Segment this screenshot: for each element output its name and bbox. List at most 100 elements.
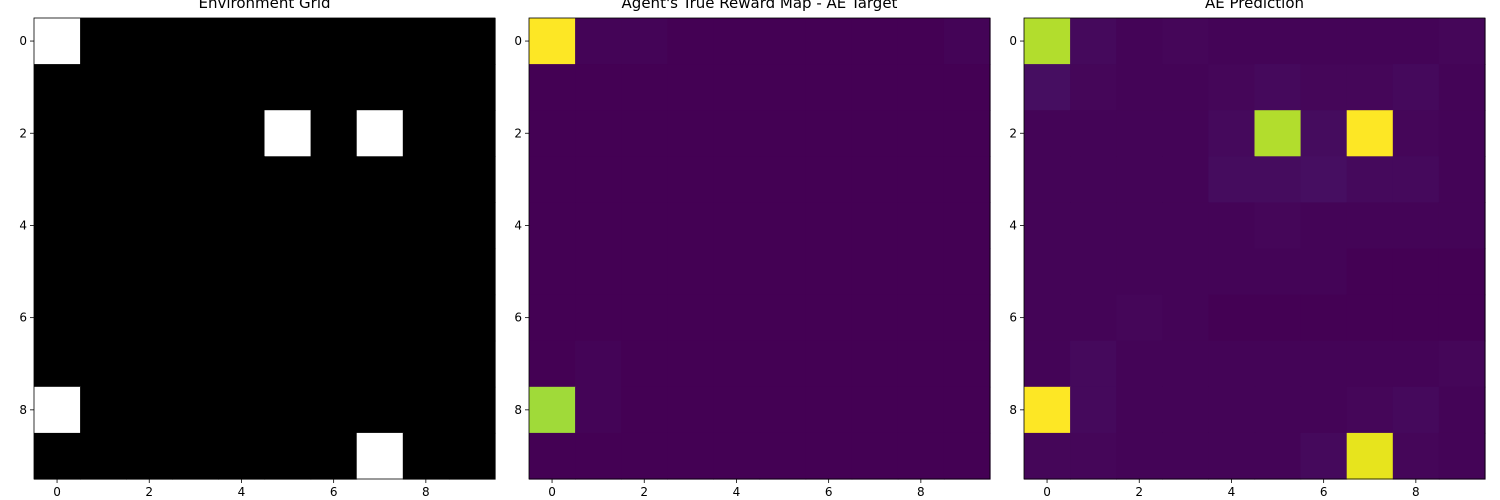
- heatmap-cell: [218, 64, 266, 111]
- heatmap-cell: [356, 386, 404, 434]
- heatmap-cell: [1162, 156, 1209, 203]
- heatmap-cell: [1070, 432, 1117, 480]
- x-tick-label: 6: [1320, 485, 1328, 499]
- heatmap-cell: [402, 202, 450, 250]
- heatmap-cell: [851, 340, 899, 388]
- heatmap-cell: [80, 202, 127, 250]
- heatmap-cell: [621, 248, 668, 296]
- heatmap-cell: [805, 64, 853, 111]
- heatmap-cell: [529, 386, 576, 434]
- heatmap-cell: [1254, 202, 1302, 250]
- heatmap-cell: [1070, 202, 1117, 250]
- panel-title: AE Prediction: [1205, 0, 1304, 12]
- heatmap-cell: [264, 340, 312, 388]
- heatmap-cell: [356, 432, 404, 480]
- heatmap-cell: [759, 156, 807, 203]
- heatmap-cell: [943, 248, 991, 296]
- y-tick-label: 4: [19, 218, 27, 232]
- heatmap-cell: [1024, 110, 1071, 157]
- y-tick-label: 0: [1009, 34, 1017, 48]
- heatmap-cell: [805, 294, 853, 342]
- heatmap-cell: [264, 18, 312, 65]
- x-tick-label: 8: [422, 485, 430, 499]
- heatmap-cell: [897, 18, 945, 65]
- heatmap-cell: [621, 340, 668, 388]
- heatmap-cell: [126, 340, 173, 388]
- heatmap-cell: [310, 156, 358, 203]
- heatmap-cell: [1346, 340, 1394, 388]
- heatmap-cell: [1070, 18, 1117, 65]
- heatmap-cell: [1162, 64, 1209, 111]
- heatmap-cell: [667, 432, 714, 480]
- heatmap-cell: [1162, 386, 1209, 434]
- heatmap-cell: [713, 110, 761, 157]
- heatmap-cell: [448, 340, 496, 388]
- heatmap-cell: [529, 340, 576, 388]
- heatmap-cell: [621, 432, 668, 480]
- heatmap-cell: [621, 294, 668, 342]
- heatmap-cell: [897, 294, 945, 342]
- heatmap-cell: [1438, 64, 1486, 111]
- heatmap-cell: [1254, 294, 1302, 342]
- heatmap-cell: [1162, 294, 1209, 342]
- heatmap-cell: [1438, 110, 1486, 157]
- heatmap-cell: [529, 432, 576, 480]
- heatmap-cell: [759, 64, 807, 111]
- heatmap-cell: [218, 340, 266, 388]
- heatmap-cell: [126, 202, 173, 250]
- heatmap-cell: [713, 432, 761, 480]
- x-tick-label: 0: [548, 485, 556, 499]
- y-tick-label: 0: [514, 34, 522, 48]
- heatmap-cell: [1024, 432, 1071, 480]
- heatmap-cell: [713, 18, 761, 65]
- heatmap-cell: [80, 248, 127, 296]
- y-tick-label: 8: [1009, 403, 1017, 417]
- heatmap-cell: [356, 294, 404, 342]
- heatmap-cell: [218, 386, 266, 434]
- heatmap-cell: [1300, 340, 1348, 388]
- heatmap-cell: [356, 64, 404, 111]
- heatmap-cell: [1116, 110, 1163, 157]
- heatmap-cell: [310, 110, 358, 157]
- heatmap-cell: [172, 110, 219, 157]
- heatmap-cell: [1116, 340, 1163, 388]
- y-tick-label: 6: [514, 311, 522, 325]
- heatmap-cell: [529, 18, 576, 65]
- heatmap-cell: [1208, 248, 1256, 296]
- panel-2: Agent's True Reward Map - AE Target 0 2 4 6 8…: [514, 0, 991, 499]
- heatmap-cell: [356, 340, 404, 388]
- heatmap-cell: [575, 386, 622, 434]
- heatmap-cell: [943, 156, 991, 203]
- axes-frame: [1023, 17, 1486, 480]
- heatmap-cell: [1300, 294, 1348, 342]
- heatmap-cell: [34, 248, 81, 296]
- heatmap-cell: [851, 386, 899, 434]
- heatmap-cell: [1346, 64, 1394, 111]
- heatmap-cell: [310, 64, 358, 111]
- heatmap-cell: [805, 340, 853, 388]
- panel-1: Environment Grid 0 2 4 6 8 0 2 4 6 8: [19, 0, 496, 499]
- heatmap-cell: [34, 340, 81, 388]
- heatmap-cell: [621, 202, 668, 250]
- heatmap-cell: [575, 110, 622, 157]
- heatmap-cell: [402, 294, 450, 342]
- heatmap-cell: [1392, 64, 1440, 111]
- heatmap-cell: [1070, 340, 1117, 388]
- heatmap-cell: [897, 156, 945, 203]
- heatmap-cell: [1300, 386, 1348, 434]
- heatmap-cell: [126, 156, 173, 203]
- heatmap-cell: [172, 202, 219, 250]
- heatmap-cell: [218, 294, 266, 342]
- heatmap-cell: [310, 202, 358, 250]
- heatmap-cell: [448, 110, 496, 157]
- heatmap-cell: [1392, 202, 1440, 250]
- heatmap-cell: [218, 202, 266, 250]
- heatmap-cell: [667, 202, 714, 250]
- heatmap-cell: [575, 156, 622, 203]
- heatmap-cell: [126, 386, 173, 434]
- heatmap-cell: [1346, 294, 1394, 342]
- heatmap-cell: [80, 18, 127, 65]
- heatmap-cell: [356, 156, 404, 203]
- heatmap-cell: [1346, 156, 1394, 203]
- heatmap-cell: [1116, 18, 1163, 65]
